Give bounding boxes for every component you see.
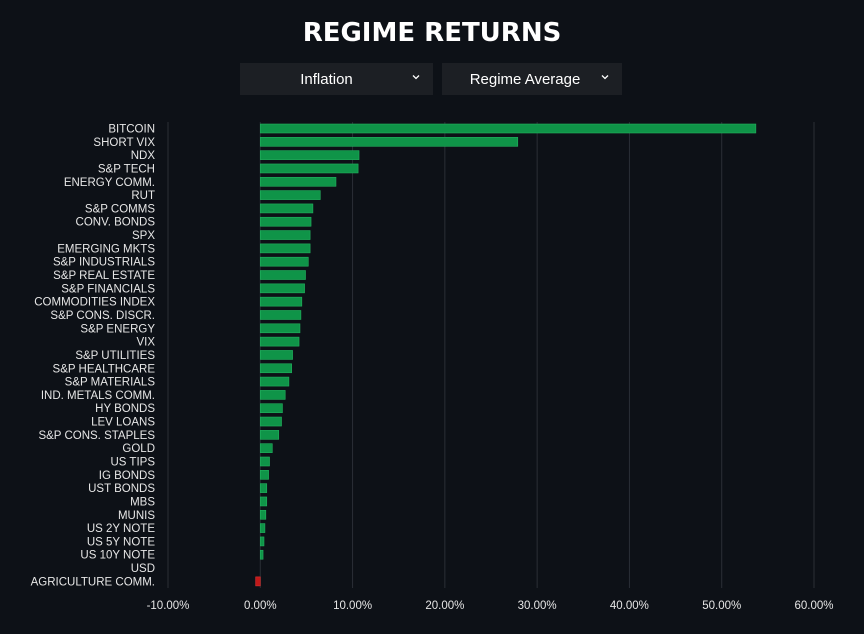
bar xyxy=(259,283,305,294)
bar xyxy=(255,576,261,587)
chevron-down-icon xyxy=(601,75,609,80)
bar xyxy=(259,190,321,200)
bar xyxy=(259,176,337,187)
category-label: CONV. BONDS xyxy=(76,217,156,229)
category-label: IG BONDS xyxy=(99,470,156,482)
category-label: US TIPS xyxy=(110,457,155,469)
category-label: NDX xyxy=(131,150,156,162)
category-label: US 10Y NOTE xyxy=(80,550,155,562)
metric-dropdown[interactable]: Regime Average xyxy=(442,63,622,95)
category-label: S&P FINANCIALS xyxy=(61,283,155,295)
category-label: S&P ENERGY xyxy=(80,323,155,335)
bar xyxy=(259,443,273,453)
category-label: S&P REAL ESTATE xyxy=(53,270,155,282)
bar xyxy=(259,243,311,254)
bar xyxy=(259,416,282,427)
bar xyxy=(259,123,757,134)
bar xyxy=(259,163,359,174)
category-label: US 2Y NOTE xyxy=(87,523,155,535)
category-label: BITCOIN xyxy=(108,124,155,136)
category-label: MBS xyxy=(130,496,155,508)
x-tick-label: 40.00% xyxy=(610,600,649,612)
category-label: IND. METALS COMM. xyxy=(41,390,155,402)
bar xyxy=(259,296,303,307)
category-label: S&P MATERIALS xyxy=(65,377,156,389)
bar xyxy=(259,390,286,400)
bar xyxy=(259,256,309,267)
bar xyxy=(259,137,519,147)
category-label: S&P TECH xyxy=(98,163,155,175)
regime-dropdown[interactable]: Inflation xyxy=(240,63,433,95)
bar xyxy=(259,216,312,227)
category-label: VIX xyxy=(136,337,155,349)
metric-dropdown-value: Regime Average xyxy=(469,70,581,88)
x-tick-label: -10.00% xyxy=(147,600,190,612)
bar xyxy=(259,350,293,360)
category-label: AGRICULTURE COMM. xyxy=(31,576,155,588)
bar xyxy=(259,310,302,320)
x-tick-label: 20.00% xyxy=(425,600,464,612)
category-label: LEV LOANS xyxy=(91,417,155,429)
bar xyxy=(259,336,300,347)
bar xyxy=(259,376,290,387)
bar xyxy=(259,230,311,240)
bar xyxy=(259,549,264,560)
category-label: S&P UTILITIES xyxy=(75,350,155,362)
bar xyxy=(259,363,292,374)
category-label: S&P CONS. DISCR. xyxy=(50,310,155,322)
x-tick-label: 0.00% xyxy=(244,600,277,612)
bar xyxy=(259,523,266,533)
category-label: S&P INDUSTRIALS xyxy=(53,257,155,269)
bar xyxy=(259,509,267,520)
bar xyxy=(259,483,268,493)
bar xyxy=(259,470,269,480)
category-label: RUT xyxy=(131,190,155,202)
bar xyxy=(259,496,268,507)
category-label: MUNIS xyxy=(118,510,155,522)
category-label: SPX xyxy=(132,230,155,242)
bar xyxy=(259,403,283,414)
category-label: EMERGING MKTS xyxy=(57,243,155,255)
page-title: REGIME RETURNS xyxy=(302,18,562,48)
x-tick-label: 60.00% xyxy=(794,600,833,612)
bar xyxy=(259,150,360,160)
category-label: HY BONDS xyxy=(95,403,155,415)
x-tick-label: 10.00% xyxy=(333,600,372,612)
category-label: S&P HEALTHCARE xyxy=(53,363,156,375)
category-label: S&P COMMS xyxy=(85,203,155,215)
bar xyxy=(259,203,314,214)
bar xyxy=(259,323,301,334)
bar xyxy=(259,430,280,440)
bar xyxy=(259,270,306,280)
x-tick-label: 50.00% xyxy=(702,600,741,612)
category-label: USD xyxy=(131,563,155,575)
x-tick-label: 30.00% xyxy=(518,600,557,612)
bar xyxy=(259,536,265,547)
category-label: COMMODITIES INDEX xyxy=(34,297,155,309)
category-label: S&P CONS. STAPLES xyxy=(38,430,155,442)
category-label: US 5Y NOTE xyxy=(87,536,155,548)
category-label: ENERGY COMM. xyxy=(64,177,155,189)
category-label: SHORT VIX xyxy=(93,137,155,149)
category-label: UST BONDS xyxy=(88,483,155,495)
chevron-down-icon xyxy=(412,75,420,80)
regime-dropdown-value: Inflation xyxy=(300,70,353,88)
bar xyxy=(259,456,270,467)
category-label: GOLD xyxy=(122,443,155,455)
